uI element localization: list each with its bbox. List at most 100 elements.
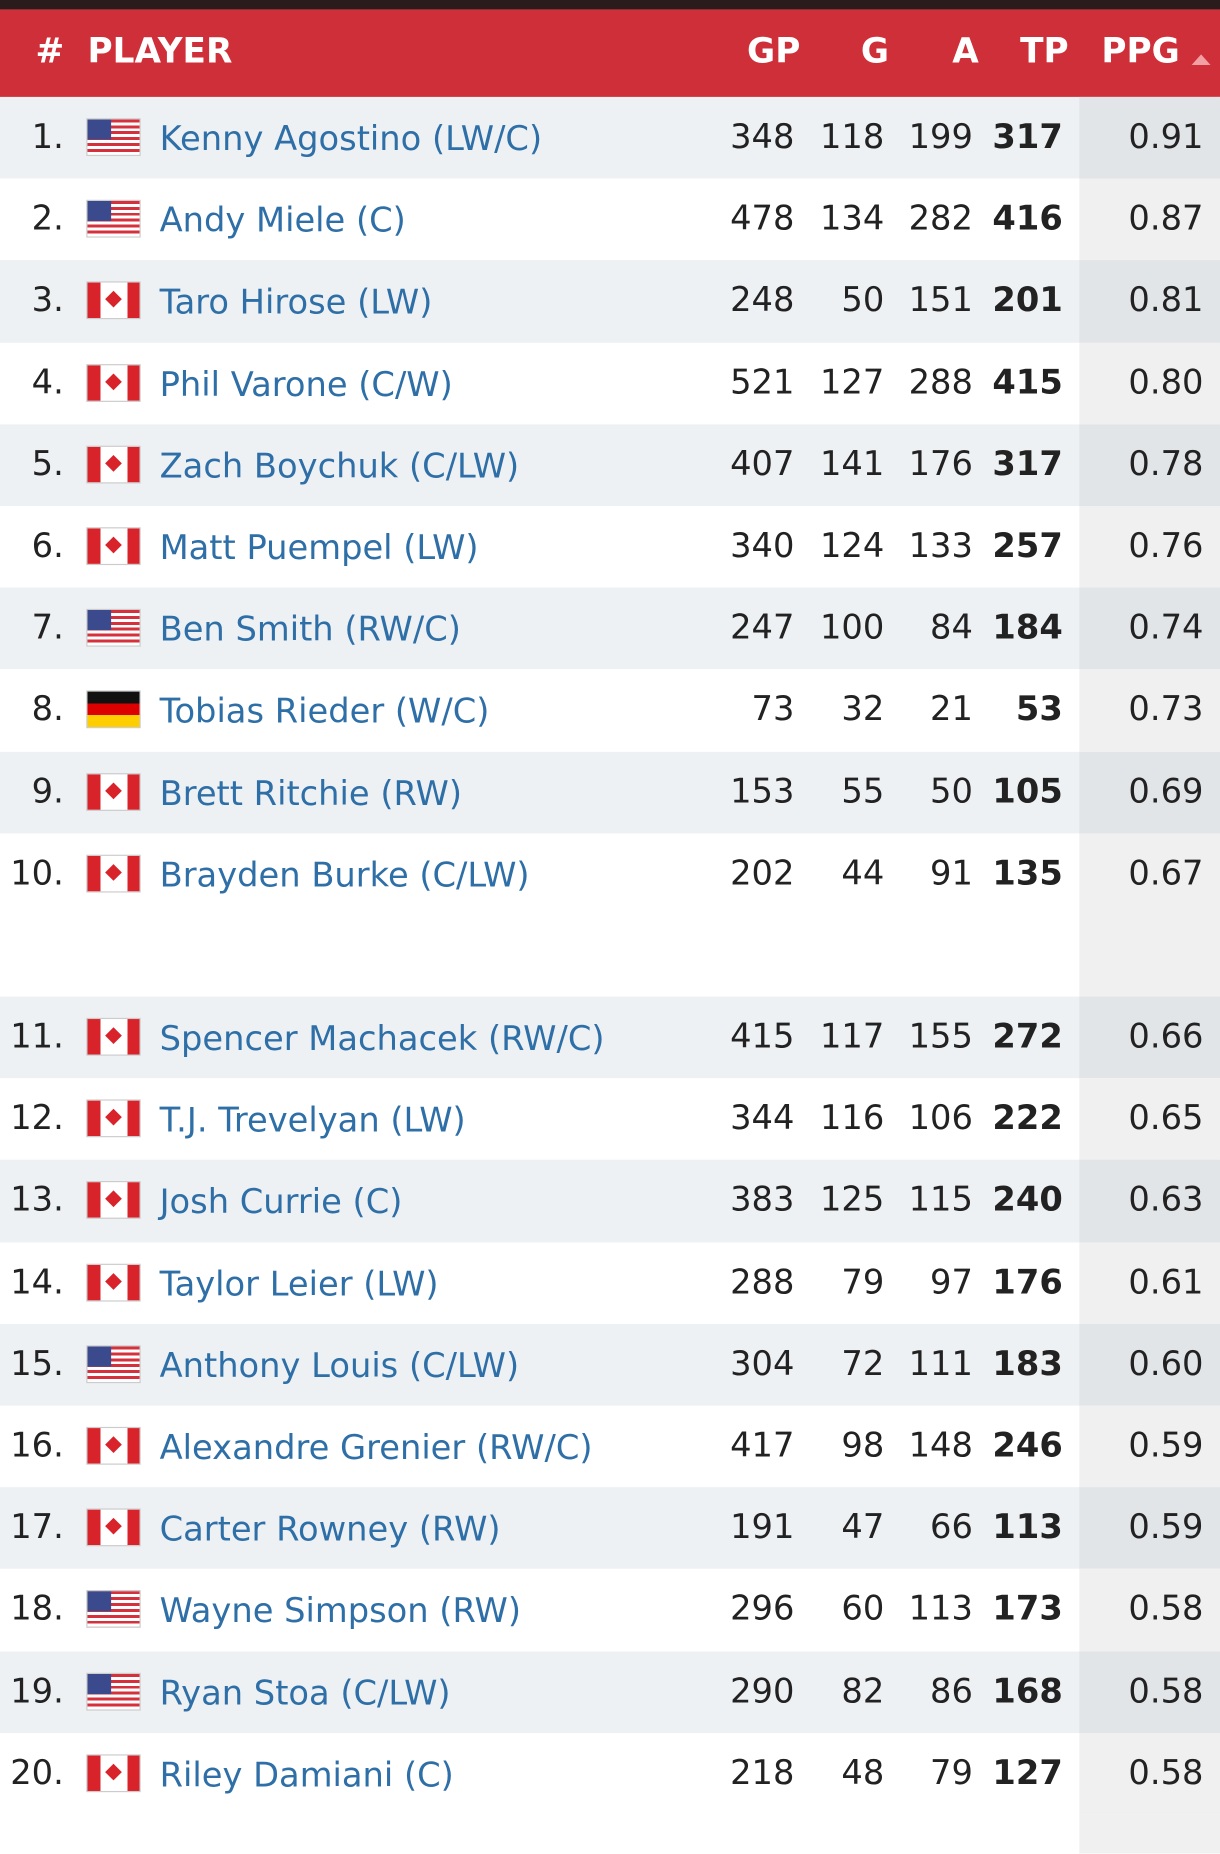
points-per-game: 0.60 [1128, 1343, 1204, 1383]
goals: 60 [841, 1589, 885, 1629]
assists: 113 [908, 1589, 973, 1629]
games-played: 73 [751, 689, 795, 729]
assists: 176 [908, 444, 973, 484]
rank: 16. [10, 1425, 64, 1465]
total-points: 53 [1015, 689, 1063, 729]
goals: 72 [841, 1343, 885, 1383]
ppg-column-bg [1079, 587, 1220, 670]
top-bar [0, 0, 1220, 10]
games-played: 290 [730, 1671, 795, 1711]
country-flag [86, 1181, 141, 1220]
assists: 133 [908, 526, 973, 566]
player-name[interactable]: Brayden Burke (C/LW) [159, 855, 530, 895]
games-played: 478 [730, 198, 795, 238]
player-name[interactable]: Taro Hirose (LW) [159, 283, 433, 323]
player-name[interactable]: Carter Rowney (RW) [159, 1509, 501, 1549]
country-flag [86, 690, 141, 729]
column-header[interactable]: PPG [1101, 30, 1180, 71]
player-name[interactable]: Ben Smith (RW/C) [159, 610, 461, 650]
country-flag [86, 1508, 141, 1547]
country-flag [86, 1345, 141, 1383]
player-name[interactable]: Matt Puempel (LW) [159, 528, 479, 568]
player-name[interactable]: Phil Varone (C/W) [159, 364, 453, 404]
games-played: 218 [730, 1752, 795, 1792]
column-header[interactable]: G [860, 30, 889, 71]
points-per-game: 0.91 [1128, 117, 1204, 157]
points-per-game: 0.87 [1128, 198, 1204, 238]
player-name[interactable]: Kenny Agostino (LW/C) [159, 119, 543, 159]
table-row: 19. Ryan Stoa (C/LW) 290 82 86 168 0.58 [0, 1651, 1220, 1733]
player-name[interactable]: Riley Damiani (C) [159, 1755, 454, 1795]
table-row: 7. Ben Smith (RW/C) 247 100 84 184 0.74 [0, 587, 1220, 670]
total-points: 257 [992, 526, 1063, 566]
country-flag [86, 1426, 141, 1465]
goals: 98 [841, 1425, 885, 1465]
column-header[interactable]: TP [1020, 30, 1069, 71]
table-row: 14. Taylor Leier (LW) 288 79 97 176 0.61 [0, 1241, 1220, 1324]
total-points: 272 [992, 1016, 1063, 1056]
player-name[interactable]: Anthony Louis (C/LW) [159, 1346, 520, 1386]
goals: 79 [841, 1262, 885, 1302]
ppg-column-bg [1079, 260, 1220, 343]
country-flag [86, 1590, 141, 1629]
goals: 47 [841, 1507, 885, 1547]
games-played: 247 [730, 607, 795, 647]
games-played: 383 [730, 1180, 795, 1220]
column-header[interactable]: GP [747, 30, 801, 71]
games-played: 288 [730, 1262, 795, 1302]
goals: 48 [841, 1752, 885, 1792]
goals: 32 [841, 689, 885, 729]
country-flag [86, 527, 141, 566]
ppg-column-bg [1079, 1078, 1220, 1161]
ppg-column-bg [1079, 1732, 1220, 1815]
games-played: 415 [730, 1016, 795, 1056]
total-points: 222 [992, 1098, 1063, 1138]
country-flag [86, 445, 141, 484]
points-per-game: 0.58 [1128, 1752, 1204, 1792]
player-name[interactable]: Brett Ritchie (RW) [159, 773, 462, 813]
player-name[interactable]: Alexandre Grenier (RW/C) [159, 1428, 593, 1468]
table-row: 8. Tobias Rieder (W/C) 73 32 21 53 0.73 [0, 669, 1220, 752]
country-flag [86, 1017, 141, 1056]
games-played: 417 [730, 1425, 795, 1465]
ppg-column-bg [1079, 178, 1220, 261]
points-per-game: 0.65 [1128, 1098, 1204, 1138]
ppg-column-bg [1079, 1569, 1220, 1651]
goals: 118 [819, 117, 885, 157]
player-name[interactable]: Wayne Simpson (RW) [159, 1591, 521, 1631]
player-name[interactable]: Spencer Machacek (RW/C) [159, 1019, 605, 1059]
points-per-game: 0.66 [1128, 1016, 1204, 1056]
ppg-column-bg [1079, 1814, 1220, 1854]
assists: 106 [908, 1098, 973, 1138]
column-header[interactable]: A [952, 30, 979, 71]
table-row: 15. Anthony Louis (C/LW) 304 72 111 183 0.60 [0, 1323, 1220, 1406]
rank: 5. [31, 444, 64, 484]
games-played: 344 [730, 1098, 795, 1138]
rank: 20. [10, 1752, 64, 1792]
player-name[interactable]: Zach Boychuk (C/LW) [159, 446, 520, 486]
player-name[interactable]: Tobias Rieder (W/C) [159, 692, 490, 732]
sort-arrow [1191, 54, 1211, 66]
assists: 50 [930, 771, 973, 811]
total-points: 173 [992, 1589, 1063, 1629]
total-points: 176 [992, 1262, 1063, 1302]
rank: 19. [10, 1671, 64, 1711]
total-points: 113 [992, 1507, 1063, 1547]
table-row: 6. Matt Puempel (LW) 340 124 133 257 0.76 [0, 505, 1220, 588]
rank: 17. [10, 1507, 64, 1547]
ppg-column-bg [1079, 96, 1220, 179]
player-name[interactable]: T.J. Trevelyan (LW) [159, 1100, 466, 1140]
points-per-game: 0.63 [1128, 1180, 1204, 1220]
rank: 10. [10, 853, 64, 893]
player-name[interactable]: Taylor Leier (LW) [159, 1264, 439, 1304]
player-name[interactable]: Andy Miele (C) [159, 201, 406, 241]
table-row: 18. Wayne Simpson (RW) 296 60 113 173 0.58 [0, 1569, 1220, 1651]
total-points: 317 [992, 444, 1063, 484]
player-name[interactable]: Ryan Stoa (C/LW) [159, 1673, 451, 1713]
assists: 148 [908, 1425, 973, 1465]
player-name[interactable]: Josh Currie (C) [159, 1182, 403, 1222]
total-points: 415 [992, 362, 1063, 402]
total-points: 168 [992, 1671, 1063, 1711]
table-row: 16. Alexandre Grenier (RW/C) 417 98 148 246 0.… [0, 1405, 1220, 1488]
country-flag [86, 1099, 141, 1138]
